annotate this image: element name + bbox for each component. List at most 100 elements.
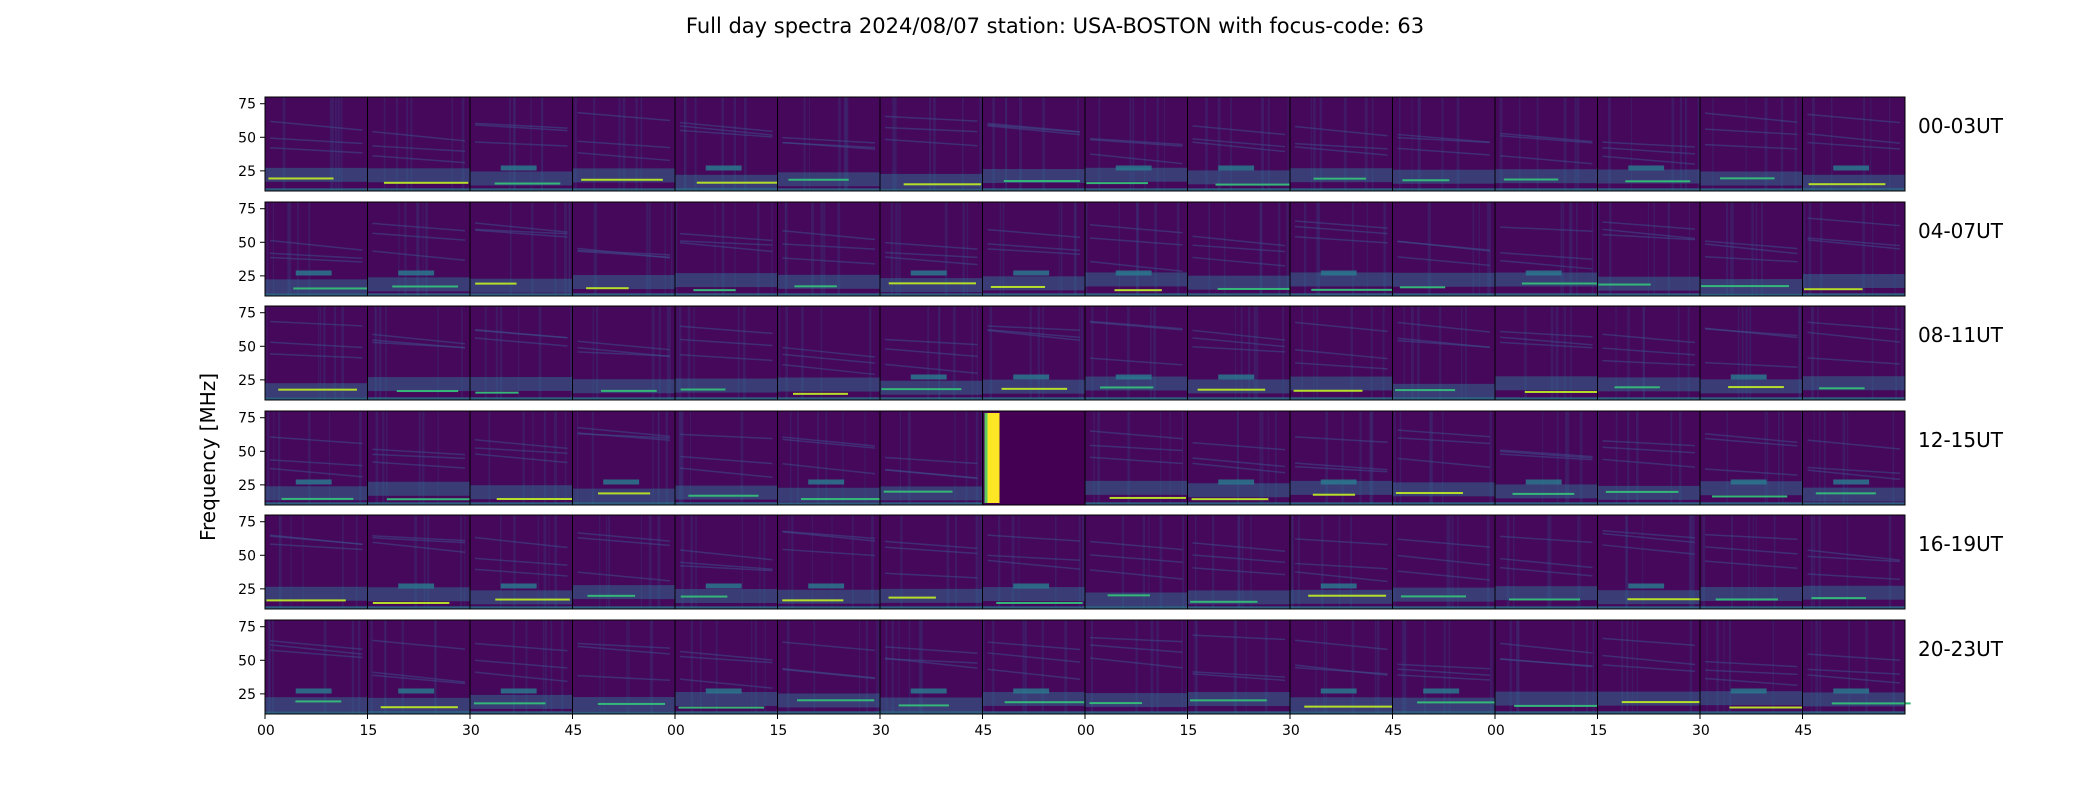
rfi-block bbox=[705, 688, 742, 694]
sweep-line bbox=[1089, 153, 1183, 165]
texture-line bbox=[1745, 97, 1747, 191]
sweep-line bbox=[1089, 444, 1183, 452]
rfi-line bbox=[1729, 706, 1820, 709]
row-label: 04-07UT bbox=[1918, 219, 2004, 243]
texture-line bbox=[1726, 202, 1729, 296]
sweep-line bbox=[679, 354, 773, 362]
sweep-line bbox=[1602, 155, 1696, 165]
spectrum-panel bbox=[879, 514, 983, 610]
texture-line bbox=[1259, 202, 1263, 296]
sweep-line bbox=[1089, 260, 1183, 273]
rfi-band bbox=[1700, 586, 1803, 601]
texture-line bbox=[1090, 620, 1093, 714]
spectrum-panel bbox=[264, 305, 368, 401]
texture-line bbox=[721, 97, 725, 191]
rfi-block bbox=[705, 165, 742, 171]
rfi-band bbox=[982, 379, 1085, 394]
rfi-line bbox=[581, 178, 663, 181]
rfi-band bbox=[982, 691, 1085, 706]
texture-line bbox=[1892, 620, 1895, 714]
texture-line bbox=[907, 411, 911, 505]
rfi-floor bbox=[265, 188, 368, 192]
sweep-line bbox=[577, 645, 671, 655]
texture-line bbox=[1041, 620, 1044, 714]
texture-line bbox=[593, 97, 596, 191]
spectrum-panel bbox=[1494, 201, 1601, 297]
sweep-line bbox=[474, 222, 568, 233]
spectrum-panel bbox=[1187, 305, 1291, 401]
y-tick-label: 50 bbox=[238, 548, 256, 564]
texture-line bbox=[416, 202, 419, 296]
spectrum-panel bbox=[264, 96, 368, 192]
panel-frame bbox=[1802, 96, 1906, 192]
spectrum-panel bbox=[674, 514, 778, 610]
texture-line bbox=[1688, 515, 1692, 609]
spectrum-panel bbox=[264, 514, 368, 610]
texture-line bbox=[764, 620, 766, 714]
rfi-floor bbox=[367, 293, 470, 297]
rfi-line bbox=[1614, 386, 1660, 389]
sweep-line bbox=[1704, 243, 1798, 255]
texture-line bbox=[1074, 202, 1077, 296]
rfi-line bbox=[1109, 496, 1186, 499]
texture-line bbox=[933, 97, 936, 191]
texture-line bbox=[952, 306, 956, 400]
texture-line bbox=[975, 411, 979, 505]
sweep-line bbox=[1602, 347, 1696, 356]
spectrum-panel bbox=[1597, 514, 1708, 610]
rfi-band bbox=[880, 380, 983, 395]
x-tick-label: 30 bbox=[1692, 723, 1710, 739]
rfi-floor bbox=[1085, 606, 1188, 610]
rfi-line bbox=[888, 282, 977, 285]
rfi-block bbox=[808, 479, 845, 485]
texture-line bbox=[1570, 306, 1572, 400]
sweep-line bbox=[269, 467, 363, 478]
texture-line bbox=[382, 411, 385, 505]
texture-line bbox=[267, 411, 270, 505]
rfi-line bbox=[1512, 492, 1575, 495]
rfi-floor bbox=[1700, 188, 1803, 192]
x-tick-label: 15 bbox=[1180, 723, 1198, 739]
rfi-floor bbox=[572, 711, 675, 715]
spectrum-panel bbox=[982, 619, 1086, 715]
texture-line bbox=[1208, 202, 1211, 296]
sweep-line bbox=[1602, 654, 1696, 666]
texture-line bbox=[1823, 411, 1826, 505]
rfi-block bbox=[1833, 688, 1870, 694]
rfi-floor bbox=[470, 711, 573, 715]
texture-line bbox=[864, 411, 866, 505]
texture-line bbox=[1316, 306, 1319, 400]
texture-line bbox=[754, 620, 757, 714]
sweep-line bbox=[1397, 136, 1491, 144]
texture-line bbox=[740, 411, 742, 505]
rfi-floor bbox=[1392, 502, 1495, 506]
sweep-line bbox=[1192, 462, 1286, 474]
sweep-line bbox=[987, 243, 1081, 252]
texture-line bbox=[1730, 515, 1733, 609]
texture-line bbox=[1195, 515, 1197, 609]
texture-line bbox=[1570, 202, 1573, 296]
sweep-line bbox=[1602, 637, 1696, 646]
texture-line bbox=[908, 620, 911, 714]
rfi-line bbox=[293, 287, 375, 290]
texture-line bbox=[813, 620, 816, 714]
sweep-line bbox=[474, 439, 568, 450]
texture-line bbox=[976, 515, 979, 609]
rfi-line bbox=[1715, 598, 1778, 601]
texture-line bbox=[1403, 306, 1405, 400]
rfi-line bbox=[1191, 498, 1269, 501]
texture-line bbox=[1615, 306, 1617, 400]
sweep-line bbox=[372, 674, 466, 685]
texture-line bbox=[946, 515, 950, 609]
texture-line bbox=[1862, 202, 1865, 296]
sweep-line bbox=[884, 540, 978, 550]
texture-line bbox=[1560, 202, 1563, 296]
spectrum-panel bbox=[1289, 201, 1396, 297]
sweep-line bbox=[372, 537, 466, 544]
texture-line bbox=[1892, 411, 1895, 505]
sweep-line bbox=[782, 363, 876, 376]
texture-line bbox=[1121, 515, 1124, 609]
texture-line bbox=[1150, 620, 1154, 714]
texture-line bbox=[1118, 202, 1120, 296]
texture-line bbox=[1382, 306, 1385, 400]
